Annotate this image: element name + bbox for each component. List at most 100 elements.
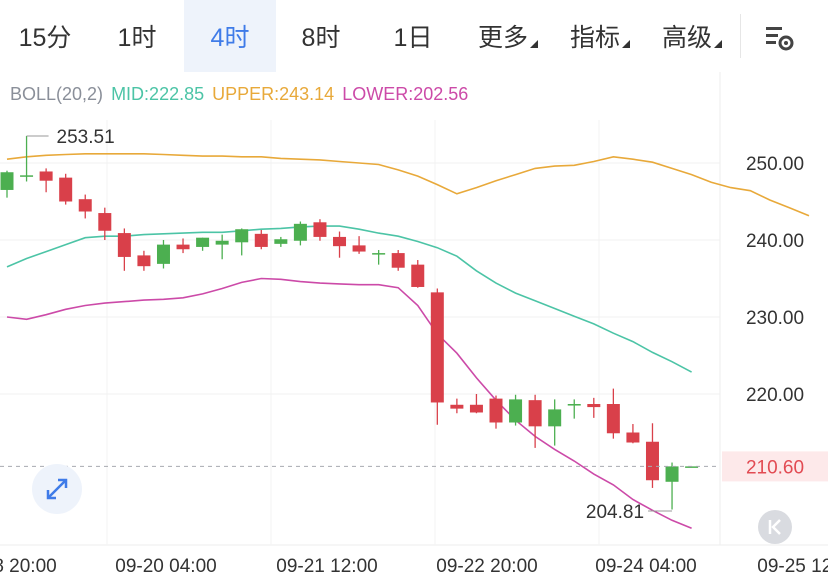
tab-1d[interactable]: 1日 (368, 0, 458, 72)
candle[interactable] (20, 135, 34, 182)
tab-advanced[interactable]: 高级 (650, 0, 724, 72)
candle[interactable] (567, 399, 581, 419)
candle-body (430, 292, 444, 403)
chart-settings-icon (766, 27, 794, 51)
tab-divider (740, 14, 741, 58)
candle[interactable] (78, 194, 92, 219)
candle-body (645, 441, 659, 481)
boll-mid-line (6, 225, 692, 373)
tab-8h[interactable]: 8时 (276, 0, 366, 72)
tab-4h[interactable]: 4时 (184, 0, 276, 72)
candle-body (59, 177, 73, 202)
tab-15min[interactable]: 15分 (0, 0, 90, 72)
tab-more[interactable]: 更多 (466, 0, 540, 72)
tab-label: 高级 (661, 24, 712, 52)
boll-lower-line (6, 277, 692, 530)
candle-body (606, 404, 620, 434)
candle-body (528, 400, 542, 427)
candle[interactable] (489, 395, 503, 429)
candle[interactable] (235, 228, 249, 256)
candle-body (509, 399, 523, 423)
candle[interactable] (176, 238, 190, 254)
candle-body (489, 398, 503, 423)
candle[interactable] (117, 228, 131, 271)
candle[interactable] (626, 424, 640, 444)
fullscreen-button[interactable] (32, 464, 82, 514)
candle-body (333, 236, 347, 247)
candle[interactable] (156, 240, 170, 269)
candle[interactable] (665, 462, 679, 510)
candle-body (98, 213, 112, 231)
current-price-tag (722, 451, 828, 482)
tab-label: 1时 (117, 24, 157, 52)
candle-body (156, 244, 170, 264)
candle[interactable] (293, 221, 307, 246)
candle[interactable] (0, 170, 14, 198)
candle[interactable] (59, 173, 73, 205)
candle-body (665, 466, 679, 482)
candle-body (352, 245, 366, 252)
tab-label: 15分 (18, 24, 72, 52)
x-tick-label: 09-24 04:00 (595, 556, 696, 577)
boll-name: BOLL(20,2) (10, 84, 104, 104)
candle-body (450, 404, 464, 409)
candle-body (0, 172, 14, 190)
tab-label: 更多 (477, 24, 528, 52)
candle-body (293, 223, 307, 241)
candle[interactable] (450, 398, 464, 414)
candle-body (78, 199, 92, 212)
candle[interactable] (333, 231, 347, 258)
x-tick-label: 09-20 04:00 (115, 556, 216, 577)
candle-body (391, 253, 405, 268)
chart-settings-button[interactable] (756, 18, 800, 58)
candle[interactable] (548, 399, 562, 446)
high-price-label: 253.51 (57, 127, 115, 148)
candle-body (685, 466, 699, 468)
candle[interactable] (137, 250, 151, 271)
candle[interactable] (469, 394, 483, 414)
candle[interactable] (430, 288, 444, 425)
candle-body (411, 264, 425, 287)
candle[interactable] (254, 229, 268, 250)
dropdown-caret-icon (714, 40, 722, 48)
candle-body (117, 233, 131, 257)
candle[interactable] (98, 207, 112, 240)
boll-upper-value: UPPER:243.14 (212, 84, 335, 104)
tab-1h[interactable]: 1时 (92, 0, 182, 72)
candle[interactable] (196, 237, 210, 251)
tab-label: 4时 (210, 24, 250, 52)
timeframe-tabbar: 15分 1时 4时 8时 1日 更多 指标 高级 (0, 0, 828, 72)
candle-body (567, 404, 581, 406)
dropdown-caret-icon (530, 40, 538, 48)
candle-body (176, 244, 190, 250)
candle[interactable] (39, 168, 53, 193)
candle-body (587, 404, 601, 408)
jump-to-latest-button[interactable] (758, 510, 792, 544)
candle-body (137, 255, 151, 267)
candle[interactable] (391, 250, 405, 271)
tab-indicators[interactable]: 指标 (558, 0, 632, 72)
boll-mid-value: MID:222.85 (111, 84, 205, 104)
candle-body (215, 240, 229, 245)
candle[interactable] (528, 394, 542, 448)
x-tick-label: 09-18 20:00 (0, 556, 57, 577)
candle[interactable] (274, 236, 288, 247)
candle[interactable] (509, 394, 523, 426)
candle[interactable] (215, 234, 229, 260)
candle[interactable] (587, 397, 601, 418)
candle[interactable] (645, 423, 659, 488)
candle[interactable] (411, 260, 425, 288)
boll-upper-line (6, 153, 810, 217)
candle[interactable] (685, 466, 699, 468)
candle[interactable] (313, 219, 327, 241)
y-tick-label: 230.00 (746, 308, 804, 329)
low-price-label: 204.81 (586, 502, 644, 523)
candle-body (372, 253, 386, 255)
candle[interactable] (606, 388, 620, 439)
tab-label: 指标 (569, 24, 620, 52)
candle[interactable] (372, 250, 386, 265)
current-price-label: 210.60 (746, 457, 804, 478)
candle-body (39, 171, 53, 181)
candle[interactable] (352, 236, 366, 254)
